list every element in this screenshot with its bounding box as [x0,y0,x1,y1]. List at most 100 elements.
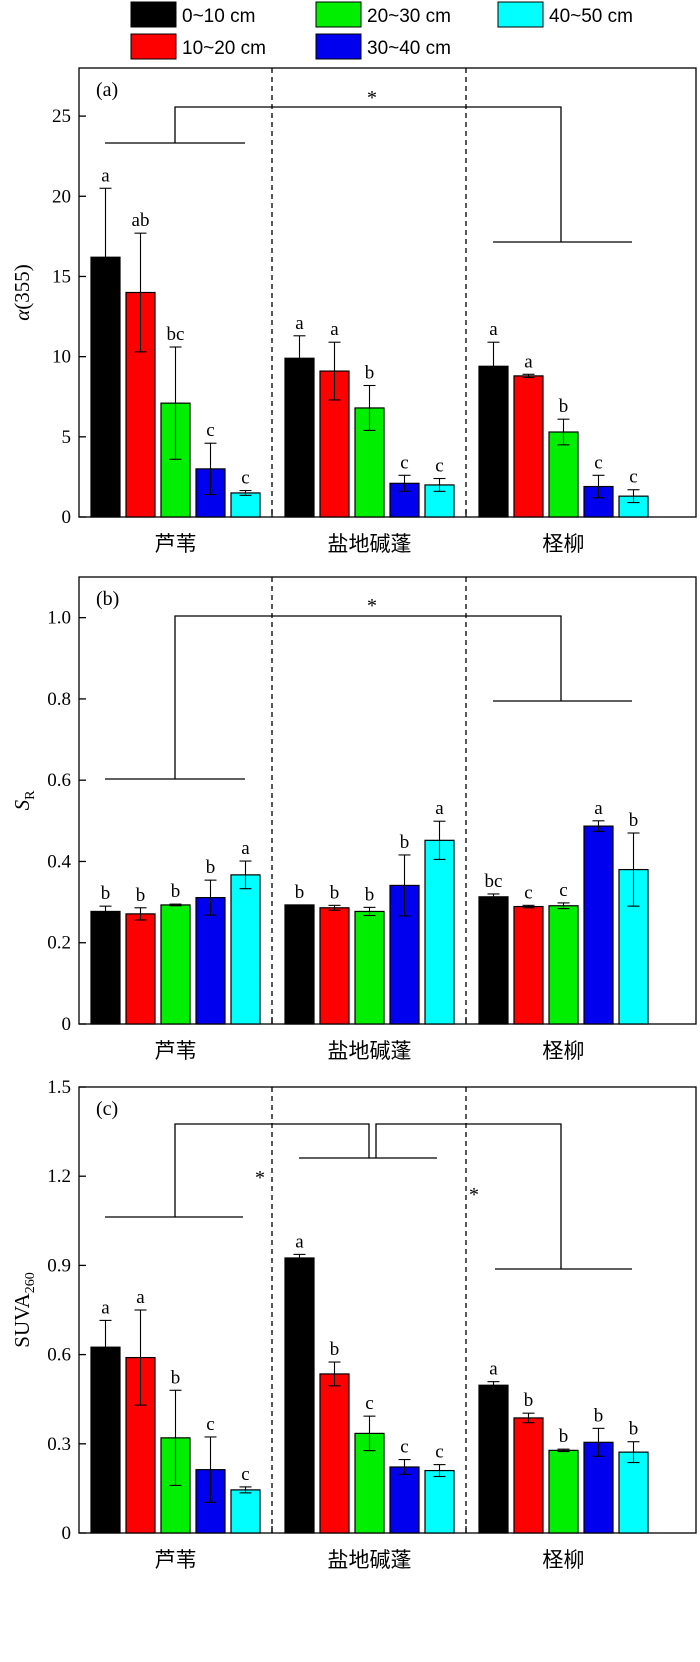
bar-1-1 [319,907,350,1025]
y-axis-title-main: α [10,309,34,321]
x-category-label: 芦苇 [155,1039,197,1063]
significance-letter: a [101,165,110,186]
y-axis-title-sub: R [23,790,38,800]
legend-item-0: 0~10 cm [130,1,255,28]
bar-0-1 [284,357,315,518]
legend: 0~10 cm 10~20 cm 20~30 cm 30~40 cm 40~50… [130,1,633,60]
y-tick-label: 0 [62,507,72,528]
y-tick-label: 10 [52,347,71,368]
legend-item-1: 10~20 cm [130,33,266,60]
panel-label: (b) [96,588,119,610]
significance-letter: c [435,456,443,477]
y-tick-label: 0.6 [47,1345,71,1366]
x-category-label: 柽柳 [543,1039,585,1063]
significance-letter: c [594,452,602,473]
y-tick-label: 1.5 [47,1077,71,1098]
y-axis-title: SUVA260 [10,1272,38,1347]
significance-letter: a [101,1297,110,1318]
legend-label-40-50cm: 40~50 cm [549,6,633,27]
significance-letter: b [330,1339,340,1360]
plot-frame [78,1086,697,1534]
significance-bracket: * [105,87,632,243]
panel-label: (c) [96,1098,118,1120]
significance-letter: a [435,798,444,819]
y-tick-label: 0.4 [47,851,71,872]
significance-letter: bc [485,871,503,892]
bar-0-2 [478,365,509,518]
significance-letter: b [295,882,305,903]
legend-swatch-10-20cm [130,33,177,60]
plot-frame [78,67,697,518]
bar-0-2 [478,896,509,1025]
significance-letter: b [524,1390,534,1411]
bar-0-0 [90,910,121,1025]
legend-swatch-40-50cm [497,1,544,28]
y-tick-label: 0.8 [47,689,71,710]
y-axis-title-rest: (355) [10,264,34,310]
y-tick-label: 0.3 [47,1434,71,1455]
bar-0-2 [478,1384,509,1534]
significance-letter: b [365,363,375,384]
bar-0-1 [284,1257,315,1534]
significance-letter: a [295,1231,304,1252]
y-axis-title-sub: 260 [23,1272,38,1293]
significance-star: * [367,595,377,617]
significance-bracket: * [105,595,632,780]
significance-letter: c [365,1393,373,1414]
significance-letter: b [365,884,375,905]
significance-letter: b [559,1426,569,1447]
legend-label-10-20cm: 10~20 cm [182,38,266,59]
significance-letter: a [524,351,533,372]
significance-letter: a [136,1287,145,1308]
x-category-label: 柽柳 [543,1548,585,1572]
bar-2-2 [548,431,579,518]
y-axis-title: α(355) [10,264,34,321]
bar-1-0 [125,913,156,1025]
bar-4-2 [618,1451,649,1534]
x-category-label: 芦苇 [155,1548,197,1572]
significance-letter: b [136,885,146,906]
legend-item-2: 20~30 cm [315,1,451,28]
bar-3-1 [389,1466,420,1534]
bracket-lines [105,106,632,243]
significance-letter: b [171,881,181,902]
bar-4-0 [230,874,261,1025]
significance-letter: c [241,1464,249,1485]
significance-star: * [367,87,377,109]
legend-label-0-10cm: 0~10 cm [182,6,255,27]
y-tick-label: 20 [52,186,71,207]
x-category-label: 芦苇 [155,532,197,556]
significance-letter: a [594,798,603,819]
bar-4-1 [424,839,455,1025]
significance-letter: c [206,420,214,441]
significance-letter: c [435,1442,443,1463]
legend-swatch-20-30cm [315,1,362,28]
y-tick-label: 25 [52,106,71,127]
bar-2-2 [548,1449,579,1534]
legend-item-3: 30~40 cm [315,33,451,60]
plot-frame [78,576,697,1025]
x-category-label: 盐地碱蓬 [328,532,412,556]
bracket-lines [105,615,632,780]
legend-label-20-30cm: 20~30 cm [367,6,451,27]
significance-letter: a [295,313,304,334]
bar-4-0 [230,1489,261,1534]
bracket-lines [105,1123,632,1270]
significance-letter: b [400,832,410,853]
bar-2-0 [160,904,191,1025]
bar-1-2 [513,905,544,1025]
significance-letter: c [400,1437,408,1458]
y-tick-label: 15 [52,266,71,287]
significance-star: * [469,1184,479,1206]
y-tick-label: 1.2 [47,1166,71,1187]
y-tick-label: 5 [62,427,72,448]
significance-letter: c [241,468,249,489]
legend-label-30-40cm: 30~40 cm [367,38,451,59]
y-tick-label: 0.6 [47,770,71,791]
significance-letter: c [524,882,532,903]
panel-label: (a) [96,79,118,101]
